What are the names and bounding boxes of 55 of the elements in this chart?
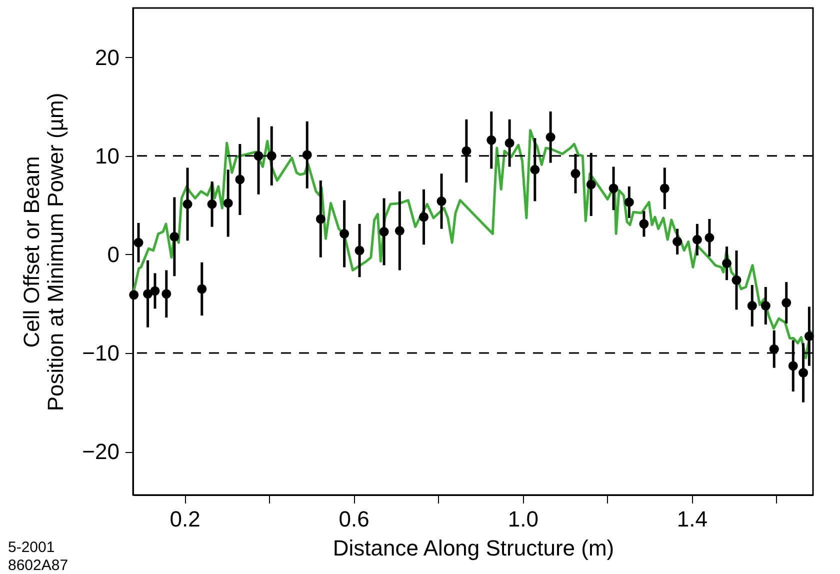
point	[150, 286, 160, 296]
point	[546, 132, 556, 142]
point	[254, 151, 264, 161]
point	[608, 184, 618, 194]
point	[704, 232, 714, 242]
point	[197, 284, 207, 294]
point	[379, 227, 389, 237]
point	[804, 332, 814, 342]
y-tick-label: 20	[95, 44, 120, 70]
x-tick-label: 1.4	[676, 506, 708, 532]
point	[223, 198, 233, 208]
y-axis-title: Cell Offset or Beam Position at Minimum Power (µm)	[19, 92, 68, 412]
point	[692, 234, 702, 244]
y-tick-label: 0	[107, 242, 120, 267]
point	[316, 214, 326, 224]
x-tick-label: 1.0	[508, 506, 538, 532]
point	[129, 290, 139, 300]
point	[530, 164, 540, 174]
point	[760, 300, 770, 310]
point	[732, 275, 742, 285]
point	[722, 258, 732, 268]
point	[182, 199, 192, 209]
point	[747, 300, 757, 310]
point	[340, 229, 350, 238]
point	[394, 226, 404, 236]
point	[462, 146, 472, 156]
point	[570, 168, 580, 178]
point	[419, 212, 429, 222]
point	[235, 174, 245, 184]
x-tick-label: 0.2	[170, 506, 200, 532]
point	[672, 236, 682, 246]
point	[624, 197, 634, 207]
y-tick-label: 10	[95, 143, 120, 168]
point	[436, 196, 446, 206]
point	[134, 238, 144, 248]
point	[586, 180, 596, 190]
point	[798, 368, 808, 378]
text: 8602A87	[8, 557, 68, 574]
point	[788, 361, 798, 371]
point	[162, 289, 172, 299]
point	[354, 246, 364, 256]
point	[504, 138, 514, 148]
point	[143, 289, 153, 299]
point	[769, 344, 779, 354]
point	[660, 184, 670, 194]
point	[486, 135, 496, 145]
y-tick-label: −20	[82, 439, 120, 464]
y-tick-label: −10	[82, 340, 120, 366]
point	[782, 298, 792, 308]
point	[207, 199, 217, 209]
point	[170, 232, 180, 242]
x-tick-label: 0.6	[338, 506, 370, 532]
text: 5-2001	[8, 539, 55, 556]
x-axis-title: Distance Along Structure (m)	[332, 536, 614, 560]
point	[639, 219, 649, 229]
